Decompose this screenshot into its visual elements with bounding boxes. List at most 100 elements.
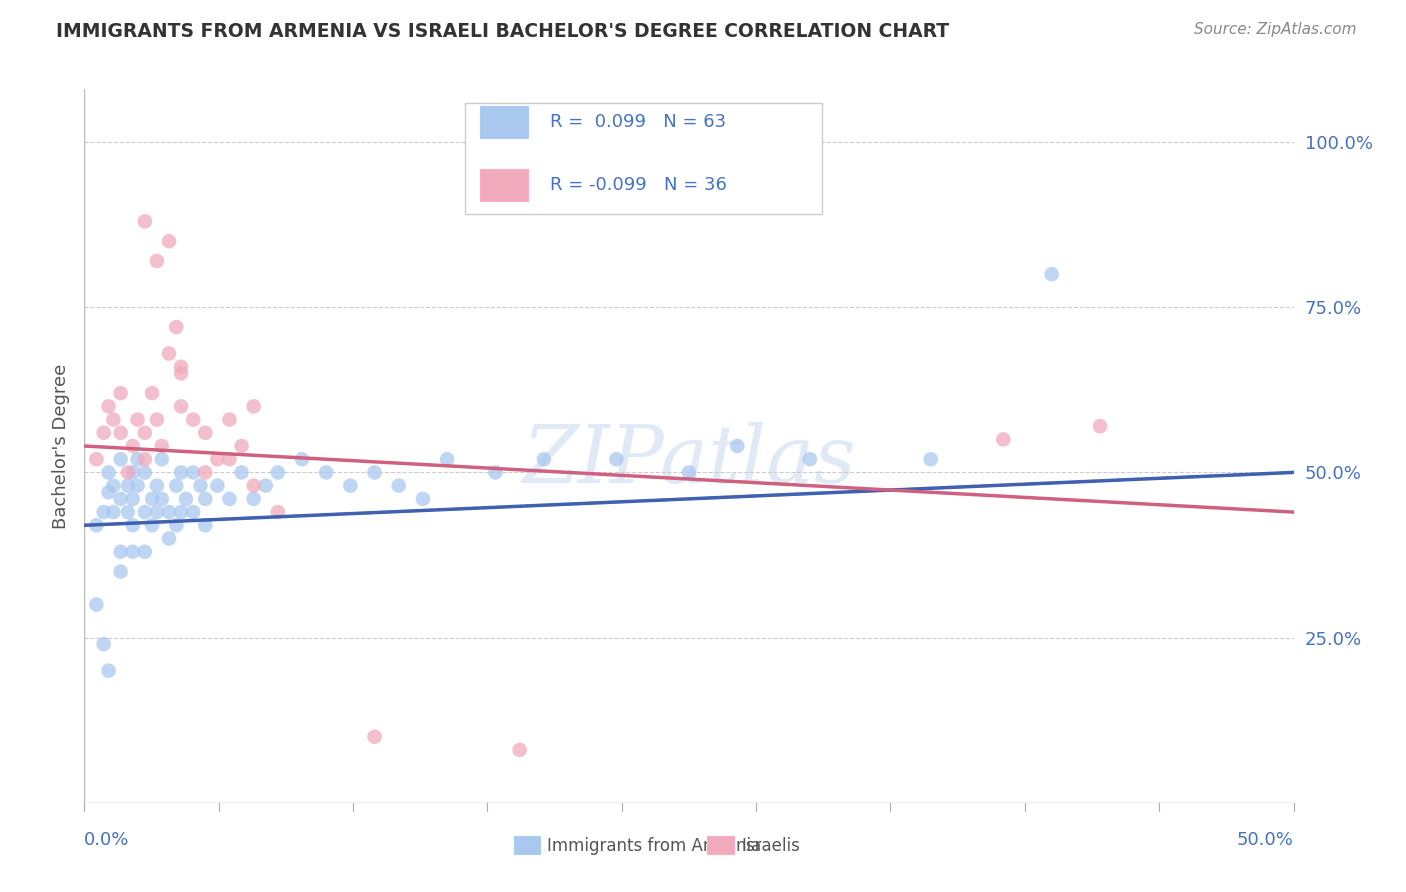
Point <box>134 545 156 559</box>
Text: Immigrants from Armenia: Immigrants from Armenia <box>547 837 762 855</box>
Text: 0.0%: 0.0% <box>84 831 129 849</box>
Point <box>170 359 193 374</box>
Point <box>194 491 217 506</box>
Point <box>231 439 253 453</box>
Point <box>134 452 156 467</box>
Point <box>150 452 173 467</box>
Point <box>207 478 229 492</box>
Point <box>242 491 264 506</box>
Point <box>141 386 163 401</box>
Y-axis label: Bachelor's Degree: Bachelor's Degree <box>52 363 70 529</box>
Text: R = -0.099   N = 36: R = -0.099 N = 36 <box>550 177 727 194</box>
Point <box>127 478 149 492</box>
Point <box>157 532 180 546</box>
Text: 50.0%: 50.0% <box>1237 831 1294 849</box>
Point <box>121 491 143 506</box>
Point <box>678 466 700 480</box>
Point <box>605 452 627 467</box>
Point <box>110 565 132 579</box>
Point <box>121 545 143 559</box>
Point <box>363 730 385 744</box>
Point <box>103 505 125 519</box>
Bar <box>479 169 529 202</box>
Point <box>993 433 1015 447</box>
Point <box>242 478 264 492</box>
Point <box>97 400 120 414</box>
Point <box>146 254 169 268</box>
Point <box>170 505 193 519</box>
Point <box>93 505 115 519</box>
Point <box>110 491 132 506</box>
Point <box>484 466 506 480</box>
Point <box>146 478 169 492</box>
Point <box>117 466 139 480</box>
Point <box>218 412 240 426</box>
Point <box>117 478 139 492</box>
Point <box>267 505 290 519</box>
Point <box>170 466 193 480</box>
Point <box>509 743 531 757</box>
Point <box>218 452 240 467</box>
Text: Israelis: Israelis <box>741 837 800 855</box>
Point <box>93 425 115 440</box>
Point <box>157 346 180 360</box>
Point <box>207 452 229 467</box>
Point <box>267 466 290 480</box>
Point <box>363 466 385 480</box>
Point <box>170 367 193 381</box>
Point <box>170 400 193 414</box>
Point <box>181 505 204 519</box>
Point <box>86 598 108 612</box>
Point <box>86 452 108 467</box>
Point <box>146 412 169 426</box>
Point <box>194 466 217 480</box>
Point <box>231 466 253 480</box>
Point <box>181 466 204 480</box>
Point <box>242 400 264 414</box>
Point <box>103 412 125 426</box>
Point <box>1088 419 1111 434</box>
Point <box>127 412 149 426</box>
Point <box>157 505 180 519</box>
Point <box>165 478 187 492</box>
Point <box>141 491 163 506</box>
Point <box>799 452 821 467</box>
Point <box>97 664 120 678</box>
Point <box>103 478 125 492</box>
Point <box>920 452 942 467</box>
Point <box>174 491 197 506</box>
Point <box>110 425 132 440</box>
Point <box>436 452 458 467</box>
Point <box>725 439 748 453</box>
Point <box>339 478 361 492</box>
Point <box>93 637 115 651</box>
Point <box>146 505 169 519</box>
Point <box>97 466 120 480</box>
Point <box>315 466 337 480</box>
Point <box>1040 267 1063 281</box>
Bar <box>479 105 529 137</box>
Point <box>412 491 434 506</box>
Point <box>134 466 156 480</box>
Point <box>127 452 149 467</box>
Point <box>110 545 132 559</box>
Point <box>121 439 143 453</box>
Point <box>388 478 411 492</box>
Point <box>141 518 163 533</box>
Point <box>150 491 173 506</box>
Bar <box>707 837 734 855</box>
Point <box>533 452 555 467</box>
Point <box>190 478 212 492</box>
Point <box>194 518 217 533</box>
Point <box>121 518 143 533</box>
Text: Source: ZipAtlas.com: Source: ZipAtlas.com <box>1194 22 1357 37</box>
Point <box>157 234 180 248</box>
Point <box>134 214 156 228</box>
Point <box>97 485 120 500</box>
FancyBboxPatch shape <box>465 103 823 214</box>
Point <box>110 452 132 467</box>
Bar <box>513 837 540 855</box>
Point <box>134 425 156 440</box>
Point <box>181 412 204 426</box>
Point <box>194 425 217 440</box>
